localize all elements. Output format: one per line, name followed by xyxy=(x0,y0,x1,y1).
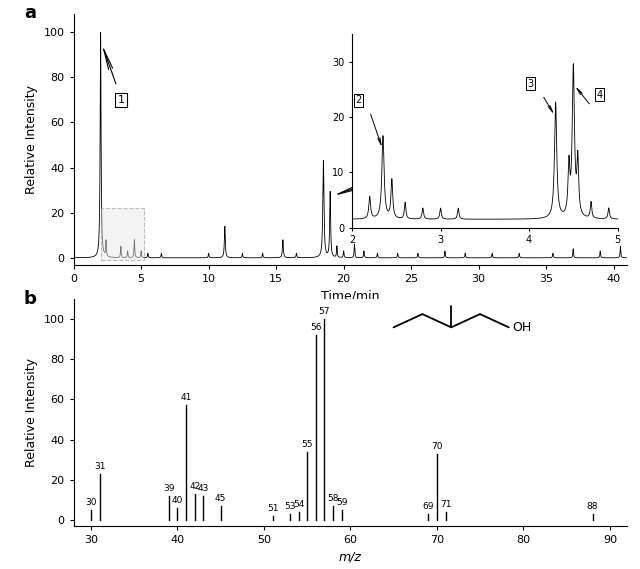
Text: a: a xyxy=(24,4,36,22)
Text: 59: 59 xyxy=(336,498,348,507)
Text: 71: 71 xyxy=(440,500,451,509)
Text: 53: 53 xyxy=(284,502,296,511)
Text: OH: OH xyxy=(513,321,532,334)
Text: 1: 1 xyxy=(117,95,124,105)
Text: 58: 58 xyxy=(327,494,339,503)
Bar xyxy=(100,208,144,260)
Text: 41: 41 xyxy=(180,393,192,402)
Text: 57: 57 xyxy=(319,307,330,316)
Text: 45: 45 xyxy=(215,494,227,503)
Text: 55: 55 xyxy=(301,440,313,449)
Text: 88: 88 xyxy=(587,502,598,511)
Text: 69: 69 xyxy=(422,502,434,511)
Text: b: b xyxy=(24,290,36,308)
Text: 39: 39 xyxy=(163,484,175,493)
Text: 42: 42 xyxy=(189,482,200,491)
Text: 2: 2 xyxy=(355,96,362,105)
X-axis label: m/z: m/z xyxy=(339,551,362,564)
Text: 5: 5 xyxy=(374,176,381,186)
Text: 51: 51 xyxy=(267,504,278,513)
Y-axis label: Relative Intensity: Relative Intensity xyxy=(25,85,38,194)
Text: 3: 3 xyxy=(528,79,534,89)
Text: 31: 31 xyxy=(94,462,106,471)
Text: 70: 70 xyxy=(431,442,443,451)
Text: 54: 54 xyxy=(293,500,304,509)
Text: 43: 43 xyxy=(198,484,209,493)
X-axis label: Time/min: Time/min xyxy=(321,289,380,302)
Text: 40: 40 xyxy=(172,496,183,505)
Text: 30: 30 xyxy=(85,498,97,507)
Y-axis label: Relative Intensity: Relative Intensity xyxy=(25,358,38,467)
Text: 4: 4 xyxy=(597,90,603,100)
Text: 56: 56 xyxy=(310,323,321,332)
